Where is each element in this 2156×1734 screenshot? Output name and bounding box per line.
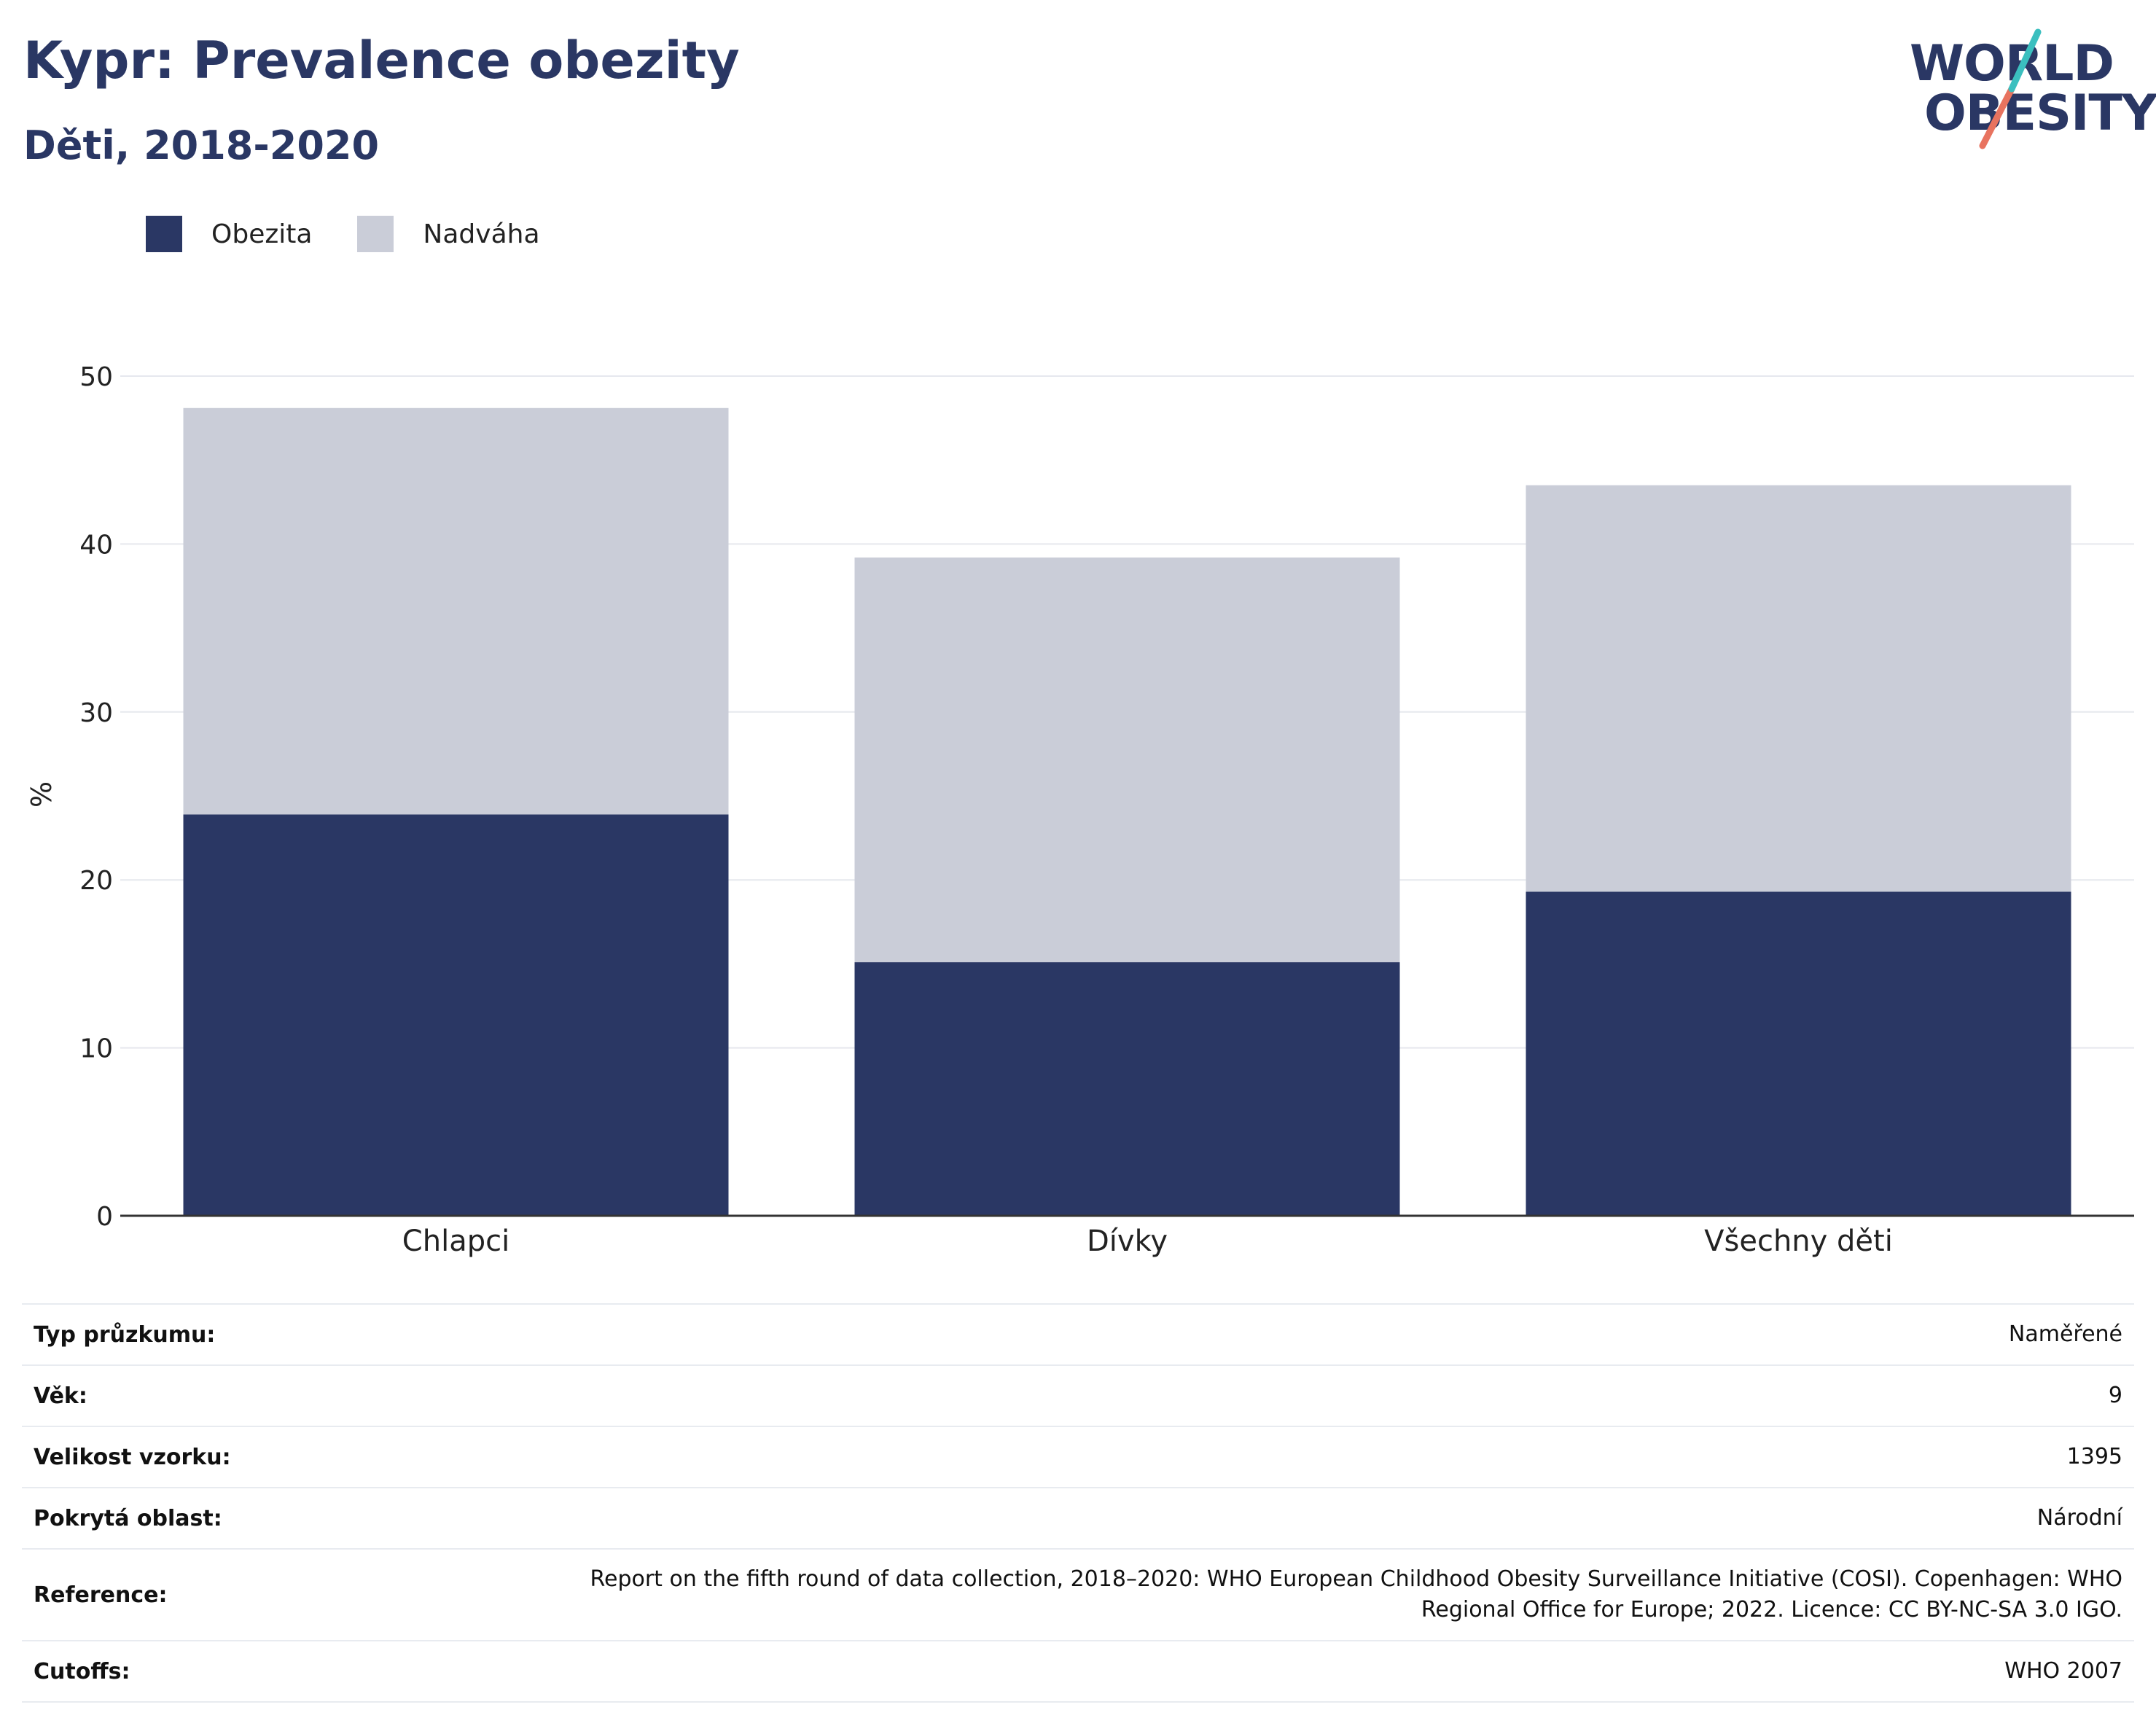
info-label: Věk: bbox=[34, 1383, 87, 1409]
logo-line-2: OBESITY bbox=[1924, 85, 2156, 142]
info-label: Pokrytá oblast: bbox=[34, 1505, 222, 1531]
legend-item-obesity: Obezita bbox=[146, 216, 312, 252]
y-tick-label: 50 bbox=[79, 362, 113, 392]
page-subtitle: Děti, 2018-2020 bbox=[23, 122, 380, 168]
y-tick-label: 0 bbox=[96, 1202, 113, 1232]
y-tick-label: 10 bbox=[79, 1034, 113, 1064]
legend-swatch-overweight bbox=[357, 216, 394, 252]
y-tick-label: 20 bbox=[79, 866, 113, 896]
bar-obesity bbox=[183, 814, 729, 1216]
legend-item-overweight: Nadváha bbox=[357, 216, 540, 252]
bar-overweight bbox=[183, 407, 729, 815]
info-table: Typ průzkumu: Naměřené Věk: 9 Velikost vzork… bbox=[22, 1303, 2134, 1703]
legend-label-obesity: Obezita bbox=[211, 219, 313, 249]
y-axis-label: % bbox=[26, 781, 58, 808]
info-label: Cutoffs: bbox=[34, 1658, 130, 1684]
info-value: 9 bbox=[2108, 1383, 2122, 1408]
x-tick-label: Chlapci bbox=[402, 1225, 509, 1258]
info-row: Věk: 9 bbox=[22, 1366, 2134, 1427]
x-tick-label: Dívky bbox=[1087, 1225, 1168, 1258]
info-value: Report on the fifth round of data collec… bbox=[590, 1566, 2122, 1622]
stacked-bar-chart: 0 10 20 30 40 50% Chlapci Dívky Všechny děti bbox=[26, 362, 2134, 1258]
info-row: Velikost vzorku: 1395 bbox=[22, 1427, 2134, 1488]
info-row: Typ průzkumu: Naměřené bbox=[22, 1303, 2134, 1366]
info-value: 1395 bbox=[2066, 1444, 2122, 1469]
info-label: Typ průzkumu: bbox=[34, 1321, 216, 1348]
x-tick-label: Všechny děti bbox=[1704, 1225, 1893, 1258]
info-label: Reference: bbox=[34, 1582, 168, 1608]
bar-overweight bbox=[854, 557, 1400, 963]
y-tick-label: 40 bbox=[79, 530, 113, 560]
world-obesity-logo: WORLD OBESITY bbox=[1902, 22, 2156, 153]
chart-legend: Obezita Nadváha bbox=[146, 216, 585, 252]
info-row: Cutoffs: WHO 2007 bbox=[22, 1641, 2134, 1703]
info-row: Pokrytá oblast: Národní bbox=[22, 1488, 2134, 1550]
info-label: Velikost vzorku: bbox=[34, 1444, 231, 1470]
info-row: Reference: Report on the fifth round of d… bbox=[22, 1550, 2134, 1641]
y-tick-label: 30 bbox=[79, 698, 113, 728]
bar-obesity bbox=[854, 962, 1400, 1216]
legend-swatch-obesity bbox=[146, 216, 182, 252]
info-value: WHO 2007 bbox=[2004, 1658, 2122, 1684]
logo-slash-icon bbox=[1979, 28, 2042, 149]
legend-label-overweight: Nadváha bbox=[423, 219, 540, 249]
info-value: Národní bbox=[2036, 1505, 2122, 1531]
info-value: Naměřené bbox=[2008, 1321, 2122, 1347]
bar-obesity bbox=[1526, 891, 2071, 1216]
bar-overweight bbox=[1526, 485, 2071, 892]
page-title: Kypr: Prevalence obezity bbox=[23, 31, 740, 90]
